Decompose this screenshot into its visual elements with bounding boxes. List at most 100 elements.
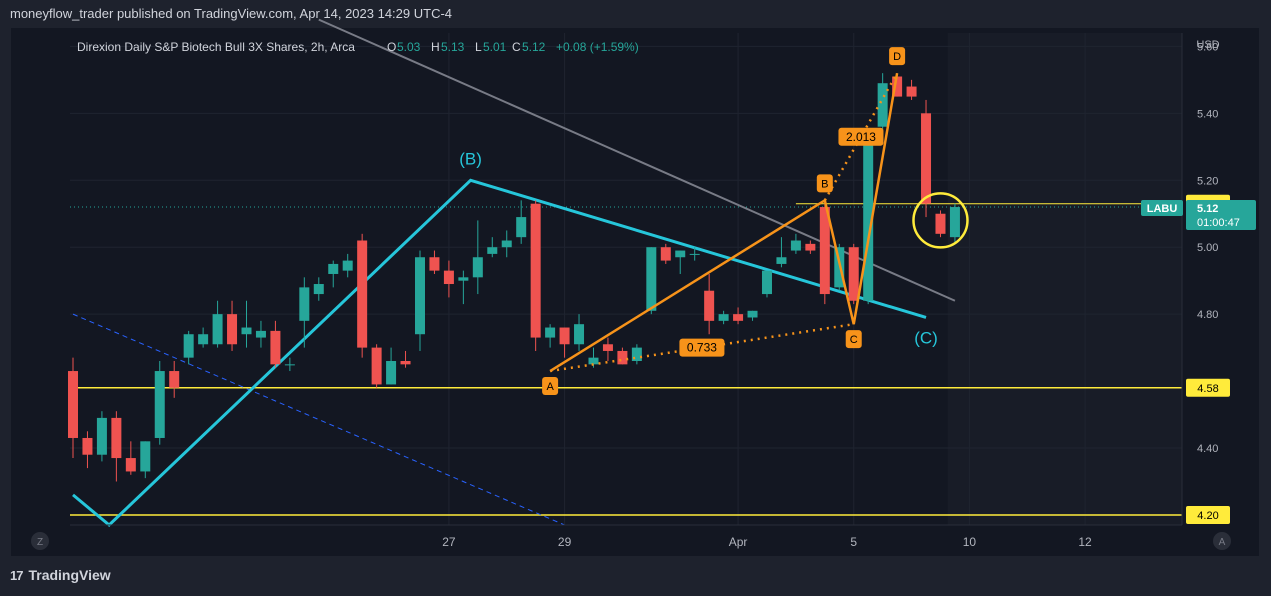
candle-body: [96, 417, 107, 455]
candle-body: [386, 361, 397, 385]
candle-body: [255, 330, 266, 338]
candle: [429, 250, 440, 274]
candle-body: [328, 263, 339, 274]
candle: [675, 250, 686, 274]
open-value: 5.03: [397, 40, 421, 54]
candle-body: [313, 284, 324, 295]
candle: [198, 327, 209, 348]
ratio-label: 0.733: [687, 341, 717, 355]
point-badge: [542, 377, 559, 396]
tradingview-brand[interactable]: 17 TradingView: [10, 567, 111, 583]
candle-body: [82, 437, 93, 455]
close-value: 5.12: [522, 40, 546, 54]
candle-body: [371, 347, 382, 385]
wave-label-c: (C): [914, 328, 938, 347]
price-tick-label: 4.80: [1197, 309, 1218, 321]
candle-body: [704, 290, 715, 321]
time-tick-label: 12: [1078, 535, 1092, 549]
candle-body: [284, 364, 295, 366]
candle: [545, 324, 556, 348]
candle-body: [443, 270, 454, 285]
low-key: L: [475, 40, 482, 54]
time-tick-label: Apr: [729, 535, 748, 549]
candle: [935, 210, 946, 238]
price-tag: [1186, 505, 1230, 524]
candle: [169, 361, 180, 398]
candle-body: [949, 207, 960, 238]
candle-body: [429, 257, 440, 271]
candle-body: [501, 240, 512, 248]
candle-body: [472, 257, 483, 278]
candle: [386, 347, 397, 385]
candle: [617, 347, 628, 365]
zoom-left-label: Z: [37, 537, 43, 548]
candle: [906, 79, 917, 100]
dashed-channel-line: [72, 313, 565, 526]
open-key: O: [387, 40, 396, 54]
candle: [516, 200, 527, 244]
candle: [689, 247, 700, 261]
candle: [530, 200, 541, 351]
candle-body: [935, 213, 946, 234]
candle-body: [689, 253, 700, 255]
point-label: B: [821, 178, 828, 190]
price-tag-label: 4.58: [1197, 383, 1218, 395]
candle-body: [241, 327, 252, 335]
candle: [819, 200, 830, 305]
symbol-label: LABU: [1147, 203, 1178, 215]
candle: [111, 411, 122, 482]
candle-body: [357, 240, 368, 348]
point-badge: [889, 47, 906, 66]
candle: [574, 314, 585, 351]
candle-body: [198, 334, 209, 345]
candle: [458, 270, 469, 305]
point-label: D: [893, 51, 901, 63]
candle: [602, 337, 613, 361]
time-tick-label: 27: [442, 535, 456, 549]
candle-body: [140, 441, 151, 472]
trend-line: [318, 18, 956, 302]
zoom-button-left[interactable]: Z: [31, 532, 49, 550]
candle-body: [733, 314, 744, 321]
candle-body: [848, 247, 859, 301]
candle: [82, 431, 93, 469]
candle: [631, 344, 642, 365]
ohlc-readout: O 5.03 H 5.13 L 5.01 C 5.12 +0.08 (+1.59…: [387, 40, 639, 54]
chart-grid: [70, 33, 1182, 525]
candle: [646, 247, 657, 315]
candle: [747, 310, 758, 321]
candle-body: [270, 330, 281, 365]
candle: [848, 243, 859, 305]
close-key: C: [512, 40, 521, 54]
candle-body: [805, 243, 816, 251]
time-tick-label: 5: [850, 535, 857, 549]
candle-body: [299, 287, 310, 321]
ratio-badge: [679, 338, 725, 357]
auto-scale-button[interactable]: A: [1213, 532, 1231, 550]
symbol-tag: [1141, 200, 1183, 217]
low-value: 5.01: [483, 40, 507, 54]
candle-body: [530, 203, 541, 338]
published-by-text: moneyflow_trader published on TradingVie…: [10, 6, 453, 21]
price-tag: [1186, 378, 1230, 397]
candle-body: [227, 314, 238, 345]
candle: [371, 344, 382, 388]
wave-abc-line: [72, 178, 927, 528]
candle: [472, 220, 483, 295]
candle-body: [892, 76, 903, 97]
candle-body: [212, 314, 223, 345]
candle-body: [68, 371, 78, 438]
candle-body: [414, 257, 425, 335]
candle: [154, 361, 165, 445]
candle: [761, 270, 772, 298]
candle-body: [631, 347, 642, 361]
candle-body: [602, 344, 613, 351]
candle: [559, 327, 570, 358]
candle: [863, 136, 874, 305]
instrument-title: Direxion Daily S&P Biotech Bull 3X Share…: [77, 40, 355, 54]
price-tick-label: 5.00: [1197, 242, 1218, 254]
tradingview-logo-icon: 17: [10, 567, 24, 583]
candle-body: [660, 247, 671, 261]
candle-body: [125, 458, 136, 472]
